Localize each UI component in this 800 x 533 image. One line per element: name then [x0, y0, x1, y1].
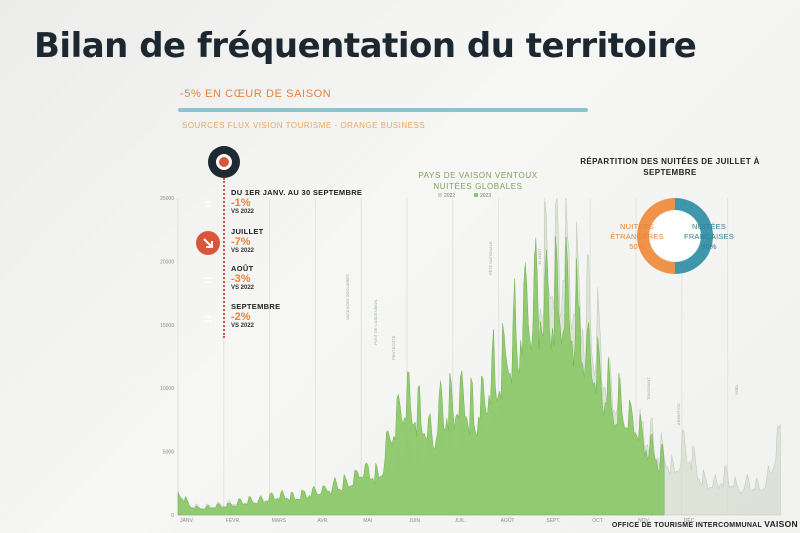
- legend-label: 2023: [480, 193, 491, 199]
- slice-label: NUITÉES FRANÇAISES: [684, 222, 734, 241]
- x-tick-label: AVR.: [317, 518, 328, 524]
- legend-swatch: [474, 193, 478, 197]
- y-tick-label: 10000: [160, 386, 174, 392]
- x-tick-label: DÉC.: [684, 517, 696, 524]
- x-tick-label: OCT.: [592, 518, 603, 524]
- annotation-label: VACANCES SCOLAIRES: [345, 274, 350, 320]
- donut-slice: [637, 198, 675, 274]
- x-tick-label: MAI: [363, 518, 372, 524]
- legend-label: 2022: [444, 193, 455, 199]
- footer-text: OFFICE DE TOURISME INTERCOMMUNAL: [611, 522, 762, 529]
- annotation-label: 15 AOÛT: [537, 248, 542, 265]
- annotation-label: NOËL: [734, 383, 739, 395]
- y-tick-label: 0: [171, 513, 174, 519]
- x-tick-label: NOV.: [638, 518, 650, 524]
- x-tick-label: JANV.: [180, 518, 194, 524]
- chart-title: PAYS DE VAISON VENTOUX: [418, 171, 538, 180]
- title-rule: [178, 108, 588, 112]
- annotation-label: TOUSSAINT: [646, 377, 651, 400]
- donut-label-foreign: NUITÉES ÉTRANGÈRES 50%: [607, 222, 667, 252]
- x-tick-label: FÉVR.: [226, 517, 241, 524]
- y-tick-label: 15000: [160, 323, 174, 329]
- chart-subtitle: NUITÉES GLOBALES: [433, 182, 523, 191]
- x-tick-label: MARS: [272, 518, 287, 524]
- y-tick-label: 20000: [160, 259, 174, 265]
- annotation-label: PENTECÔTE: [391, 335, 396, 360]
- slide-title: Bilan de fréquentation du territoire: [34, 26, 697, 66]
- series-2023-area: [177, 236, 665, 516]
- slice-value: 50%: [701, 242, 717, 251]
- annotation-label: ARMISTICE: [676, 403, 681, 425]
- y-tick-label: 5000: [163, 450, 174, 456]
- donut-hole: [649, 210, 701, 262]
- x-tick-label: SEPT.: [546, 518, 560, 524]
- donut-label-french: NUITÉES FRANÇAISES 50%: [680, 222, 738, 252]
- slide-subtitle: -5% EN CŒUR DE SAISON: [180, 88, 332, 100]
- x-tick-label: AOÛT: [501, 517, 515, 524]
- sources-note: SOURCES FLUX VISION TOURISME - ORANGE BU…: [182, 121, 426, 130]
- annotation-label: PONT DE L'ASCENSION: [373, 300, 378, 345]
- slice-value: 50%: [629, 242, 645, 251]
- legend-swatch: [438, 193, 442, 197]
- donut-slice: [675, 198, 713, 274]
- x-tick-label: JUIN: [409, 518, 421, 524]
- x-tick-label: JUIL.: [455, 518, 467, 524]
- y-tick-label: 25000: [160, 196, 174, 202]
- donut-title: RÉPARTITION DES NUITÉES DE JUILLET À SEP…: [580, 157, 760, 177]
- footer-brand: VAISON: [764, 519, 798, 529]
- slice-label: NUITÉES ÉTRANGÈRES: [610, 222, 664, 241]
- footer: OFFICE DE TOURISME INTERCOMMUNAL VAISON: [612, 519, 798, 529]
- annotation-label: FÊTE NATIONALE: [488, 241, 493, 275]
